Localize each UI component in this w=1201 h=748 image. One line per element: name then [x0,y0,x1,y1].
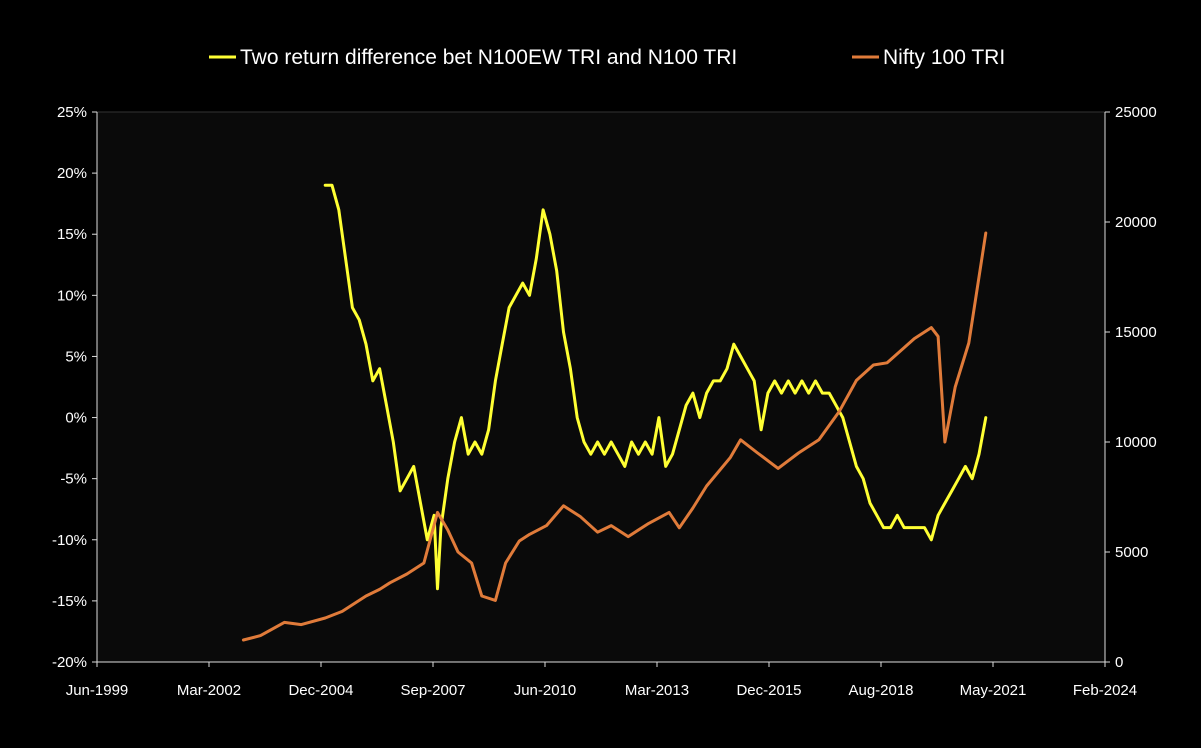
x-tick-label: Jun-1999 [66,682,129,699]
legend-label-nifty-100-tri: Nifty 100 TRI [883,46,1005,69]
left-tick-label: 15% [57,226,87,243]
right-tick-label: 10000 [1115,434,1157,451]
right-tick-label: 25000 [1115,104,1157,121]
series-line-return-difference [323,183,988,591]
left-tick-label: 20% [57,165,87,182]
right-tick-label: 20000 [1115,214,1157,231]
x-tick-label: Feb-2024 [1073,682,1137,699]
right-tick-label: 15000 [1115,324,1157,341]
axes: -20% -15% -10% -5% 0% 5% 10% 15% 20% 25% 0 5000 1000… [52,104,1157,699]
plot-area [96,111,1106,663]
legend: Two return difference bet N100EW TRI and… [209,46,1005,69]
x-tick-label: Mar-2013 [625,682,689,699]
left-tick-label: 0% [65,410,87,427]
x-tick-label: Dec-2004 [288,682,353,699]
left-tick-label: -5% [60,471,87,488]
right-tick-label: 0 [1115,654,1123,671]
x-tick-label: May-2021 [960,682,1027,699]
left-tick-label: 25% [57,104,87,121]
left-tick-label: 5% [65,348,87,365]
x-tick-label: Jun-2010 [514,682,577,699]
left-tick-label: -10% [52,532,87,549]
x-tick-label: Sep-2007 [400,682,465,699]
series-line-nifty-100-tri [241,231,988,642]
x-tick-label: Mar-2002 [177,682,241,699]
right-tick-label: 5000 [1115,544,1148,561]
series-layer [241,183,988,642]
left-tick-label: -15% [52,593,87,610]
legend-label-return-difference: Two return difference bet N100EW TRI and… [240,46,737,69]
x-tick-label: Dec-2015 [736,682,801,699]
left-tick-label: 10% [57,287,87,304]
left-tick-label: -20% [52,654,87,671]
x-tick-label: Aug-2018 [848,682,913,699]
